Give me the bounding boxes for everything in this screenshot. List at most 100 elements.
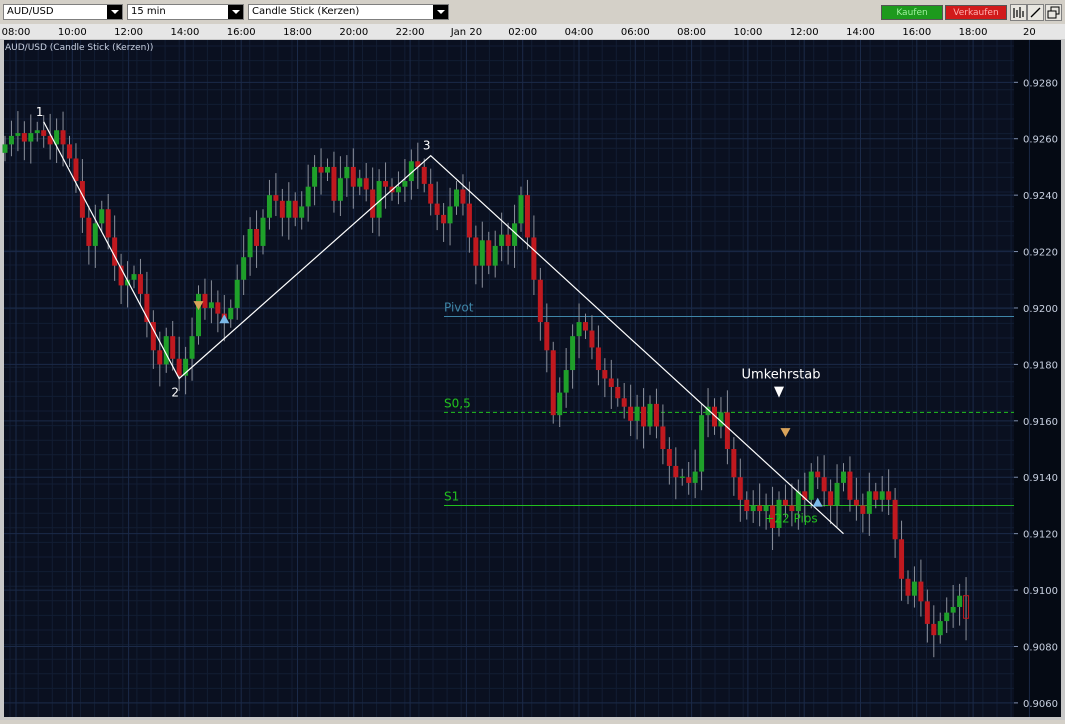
bearish-candle	[757, 505, 763, 512]
x-axis-band	[0, 24, 1065, 39]
bearish-candle	[963, 595, 970, 619]
bearish-candle	[550, 350, 556, 416]
y-tick-label: 0.9060	[1023, 699, 1058, 710]
bullish-candle	[228, 307, 234, 320]
bearish-candle	[144, 293, 150, 323]
bearish-candle	[537, 279, 543, 323]
bearish-candle	[428, 183, 434, 204]
zigzag-line	[43, 121, 844, 535]
bearish-candle	[860, 505, 866, 514]
chevron-down-icon[interactable]	[433, 5, 448, 19]
x-tick-label: 18:00	[283, 27, 312, 38]
x-tick-label: 20	[1023, 27, 1036, 38]
draw-line-icon-glyph	[1030, 7, 1041, 18]
bullish-candle	[266, 195, 272, 218]
zigzag-label: 3	[423, 139, 431, 153]
x-tick-label: 08:00	[677, 27, 706, 38]
bearish-candle	[608, 378, 614, 387]
draw-line-icon[interactable]	[1027, 4, 1044, 21]
bearish-candle	[673, 465, 679, 478]
bearish-candle	[279, 200, 285, 218]
bearish-candle	[899, 539, 905, 579]
bearish-candle	[731, 449, 737, 478]
bullish-candle	[2, 144, 8, 153]
bearish-candle	[918, 581, 924, 602]
bullish-candle	[357, 178, 363, 187]
bullish-candle	[518, 195, 524, 224]
bearish-candle	[331, 166, 337, 201]
bullish-candle	[957, 595, 963, 607]
bullish-candle	[247, 228, 253, 258]
bullish-candle	[647, 403, 653, 427]
bullish-candle	[325, 166, 330, 173]
bullish-candle	[795, 491, 801, 512]
bullish-candle	[241, 257, 247, 280]
bullish-candle	[447, 206, 453, 224]
bullish-candle	[34, 130, 40, 134]
bullish-candle	[944, 612, 950, 622]
y-tick-label: 0.9180	[1023, 360, 1058, 371]
chart-area[interactable]: 08:00 10:00 12:00 14:00 16:00 18:00 20:00 22:00…	[0, 24, 1065, 720]
timeframe-select[interactable]: 15 min	[127, 4, 244, 20]
window-icon-glyph	[1047, 6, 1060, 19]
y-tick-label: 0.9080	[1023, 642, 1058, 653]
bullish-candle	[841, 471, 846, 483]
x-tick-label: 22:00	[396, 27, 425, 38]
candlestick-chart[interactable]: 08:00 10:00 12:00 14:00 16:00 18:00 20:00 22:00…	[0, 24, 1065, 720]
buy-button[interactable]: Kaufen	[881, 5, 943, 20]
bearish-candle	[105, 209, 111, 238]
bullish-candle	[679, 476, 685, 478]
bullish-candle	[99, 209, 105, 224]
y-tick-label: 0.9280	[1023, 78, 1058, 89]
bearish-candle	[782, 499, 788, 506]
buy-signal-marker	[219, 314, 230, 324]
sell-signal-marker	[193, 301, 204, 311]
zigzag-label: 2	[171, 386, 179, 400]
bullish-candle	[92, 223, 98, 246]
bar-chart-icon[interactable]	[1010, 4, 1027, 21]
sell-button[interactable]: Verkaufen	[945, 5, 1007, 20]
y-tick-label: 0.9160	[1023, 417, 1058, 428]
bearish-candle	[621, 398, 627, 407]
bearish-candle	[79, 181, 85, 218]
level-label: Pivot	[444, 300, 474, 314]
annotation-pips: +22 Pips	[764, 512, 817, 526]
timeframe-select-value: 15 min	[131, 6, 166, 17]
bullish-candle	[808, 471, 814, 500]
bullish-candle	[408, 161, 414, 182]
bullish-candle	[911, 581, 917, 596]
bullish-candle	[750, 505, 756, 512]
bearish-candle	[905, 578, 911, 596]
bearish-candle	[789, 505, 795, 512]
window-icon[interactable]	[1045, 4, 1062, 21]
chevron-down-icon[interactable]	[107, 5, 122, 19]
annotation-umkehrstab: Umkehrstab	[742, 368, 821, 383]
bearish-candle	[873, 491, 879, 500]
x-tick-label: 16:00	[902, 27, 931, 38]
bullish-candle	[776, 499, 782, 529]
x-tick-label: Jan 20	[450, 27, 482, 38]
chevron-down-icon[interactable]	[228, 5, 243, 19]
bearish-candle	[73, 158, 79, 182]
chart-style-select[interactable]: Candle Stick (Kerzen)	[248, 4, 449, 20]
zigzag-overlay: 1 2 3	[36, 105, 844, 535]
y-tick-label: 0.9100	[1023, 586, 1058, 597]
bearish-candle	[41, 130, 47, 136]
bullish-candle	[692, 471, 698, 483]
bearish-candle	[815, 471, 821, 478]
bearish-candle	[828, 491, 834, 506]
buy-signal-marker	[812, 497, 823, 507]
bearish-candle	[254, 228, 260, 246]
y-tick-label: 0.9200	[1023, 304, 1058, 315]
bearish-candle	[350, 166, 356, 187]
x-tick-label: 18:00	[959, 27, 988, 38]
x-tick-label: 20:00	[339, 27, 368, 38]
bearish-candle	[473, 237, 479, 266]
bearish-candle	[589, 330, 595, 348]
symbol-select[interactable]: AUD/USD	[3, 4, 123, 20]
bullish-candle	[950, 606, 956, 613]
bullish-candle	[125, 279, 131, 286]
bearish-candle	[318, 166, 324, 173]
bullish-candle	[557, 392, 563, 416]
y-tick-label: 0.9220	[1023, 248, 1058, 259]
